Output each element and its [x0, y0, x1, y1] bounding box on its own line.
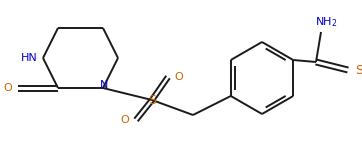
Text: O: O [4, 83, 12, 93]
Text: O: O [121, 115, 129, 125]
Text: O: O [174, 72, 184, 82]
Text: S: S [355, 64, 362, 77]
Text: S: S [148, 93, 156, 106]
Text: N: N [100, 80, 108, 90]
Text: HN: HN [21, 53, 37, 63]
Text: NH$_2$: NH$_2$ [315, 15, 337, 29]
